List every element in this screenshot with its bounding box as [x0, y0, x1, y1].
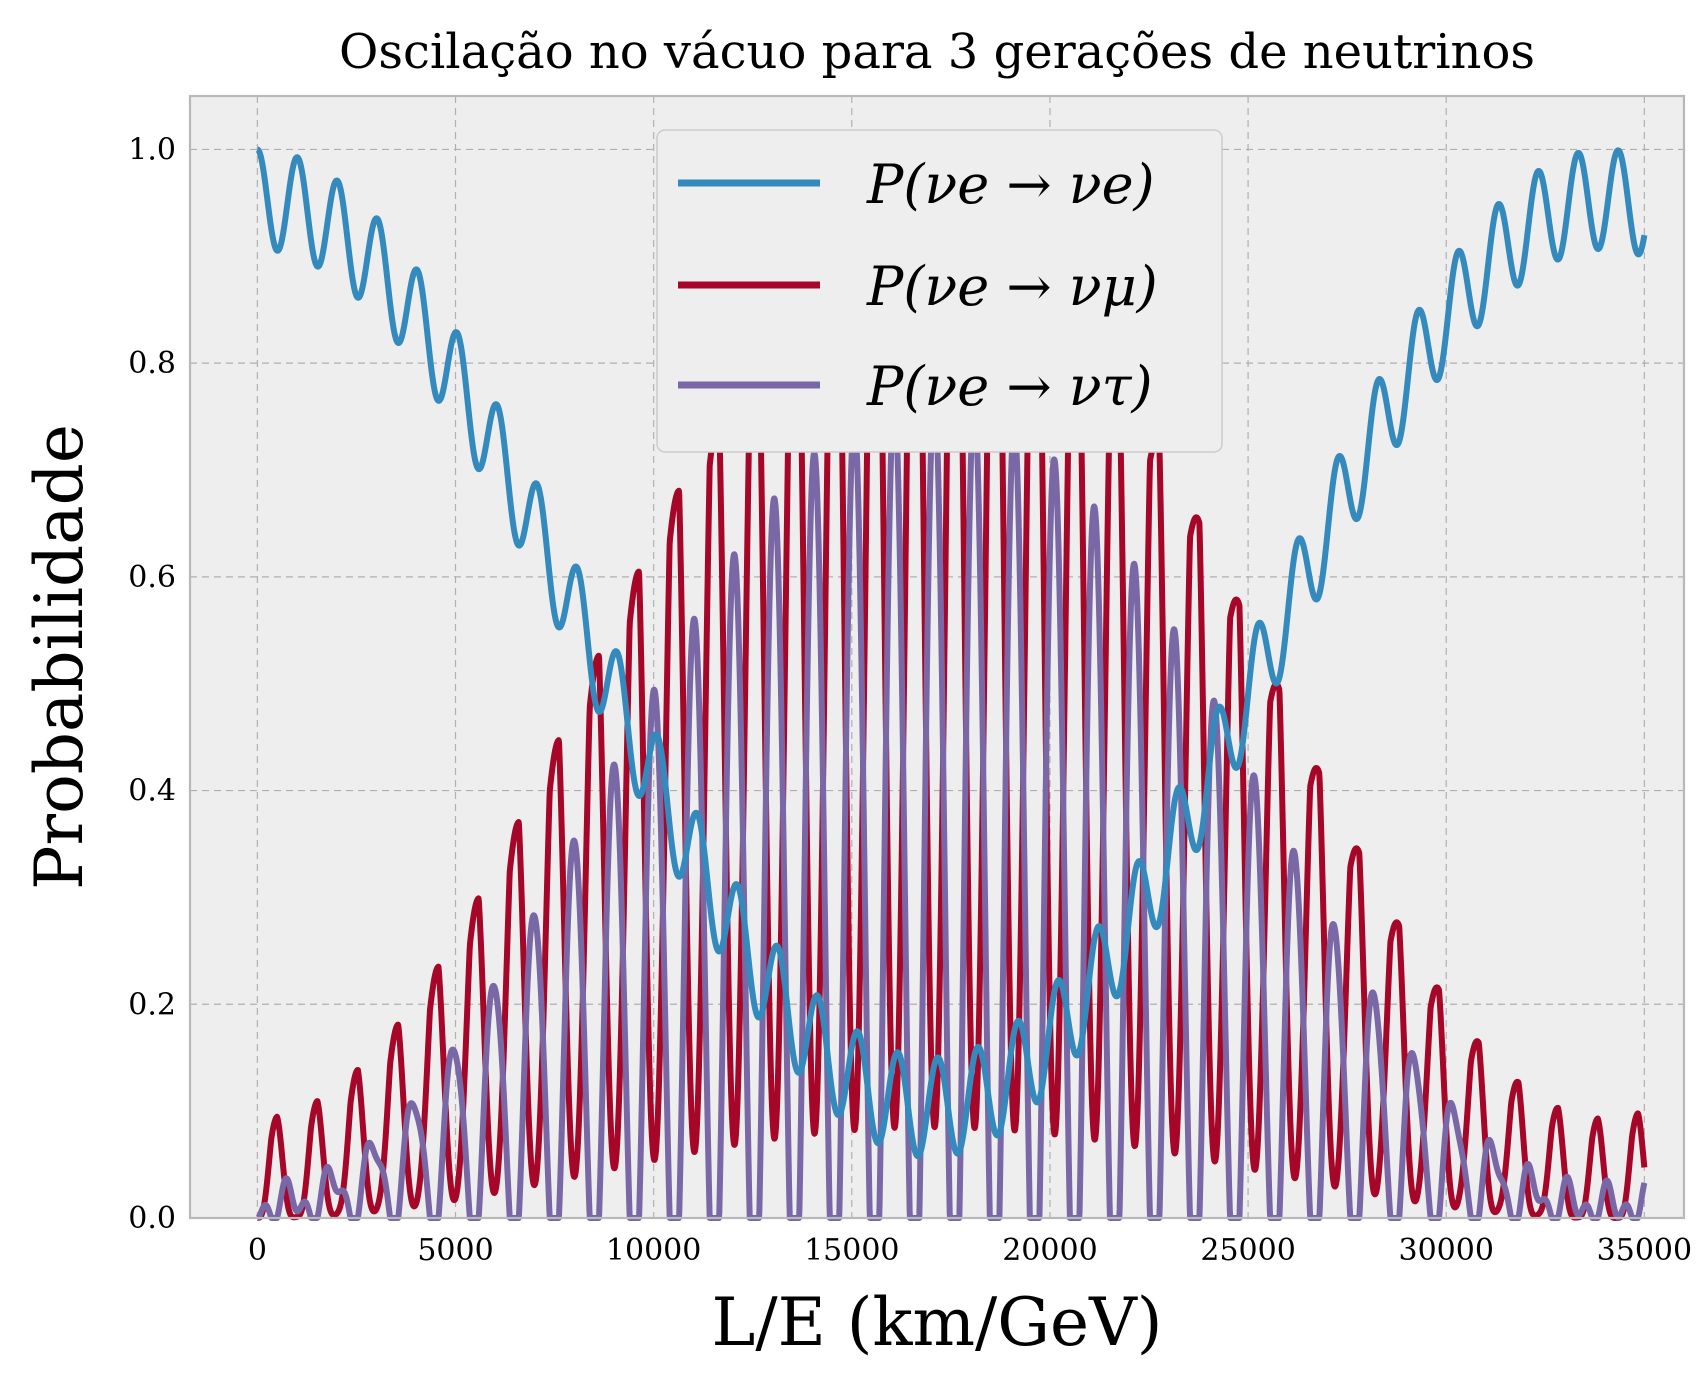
x-tick-label: 30000: [1399, 1233, 1494, 1268]
y-axis-label: Probabilidade: [21, 424, 98, 890]
x-axis-ticks: 0 5000 10000 15000 20000 25000 30000 35000: [248, 1233, 1692, 1268]
plot-frame: [188, 94, 1686, 1220]
y-tick-label: 0.2: [128, 987, 176, 1022]
x-tick-label: 25000: [1200, 1233, 1295, 1268]
y-tick-label: 0.0: [128, 1201, 176, 1236]
legend: P(νe → νe) P(νe → νμ) P(νe → ντ): [656, 129, 1223, 453]
x-tick-label: 35000: [1597, 1233, 1692, 1268]
y-tick-label: 0.4: [128, 774, 176, 809]
chart-title: Oscilação no vácuo para 3 gerações de ne…: [339, 24, 1535, 80]
x-tick-label: 0: [248, 1233, 267, 1268]
y-axis-ticks: 0.0 0.2 0.4 0.6 0.8 1.0: [128, 132, 176, 1236]
legend-label-nutau: P(νe → ντ): [866, 355, 1153, 418]
x-tick-label: 15000: [804, 1233, 899, 1268]
legend-box: [656, 129, 1223, 453]
x-tick-label: 10000: [606, 1233, 701, 1268]
legend-label-nue: P(νe → νe): [866, 153, 1155, 216]
y-tick-label: 0.6: [128, 560, 176, 595]
y-tick-label: 0.8: [128, 346, 176, 381]
x-tick-label: 20000: [1002, 1233, 1097, 1268]
y-tick-label: 1.0: [128, 132, 176, 167]
series-line-nue: [254, 146, 1648, 1160]
x-tick-label: 5000: [417, 1233, 493, 1268]
x-axis-label: L/E (km/GeV): [712, 1284, 1163, 1361]
legend-label-numu: P(νe → νμ): [866, 255, 1158, 318]
